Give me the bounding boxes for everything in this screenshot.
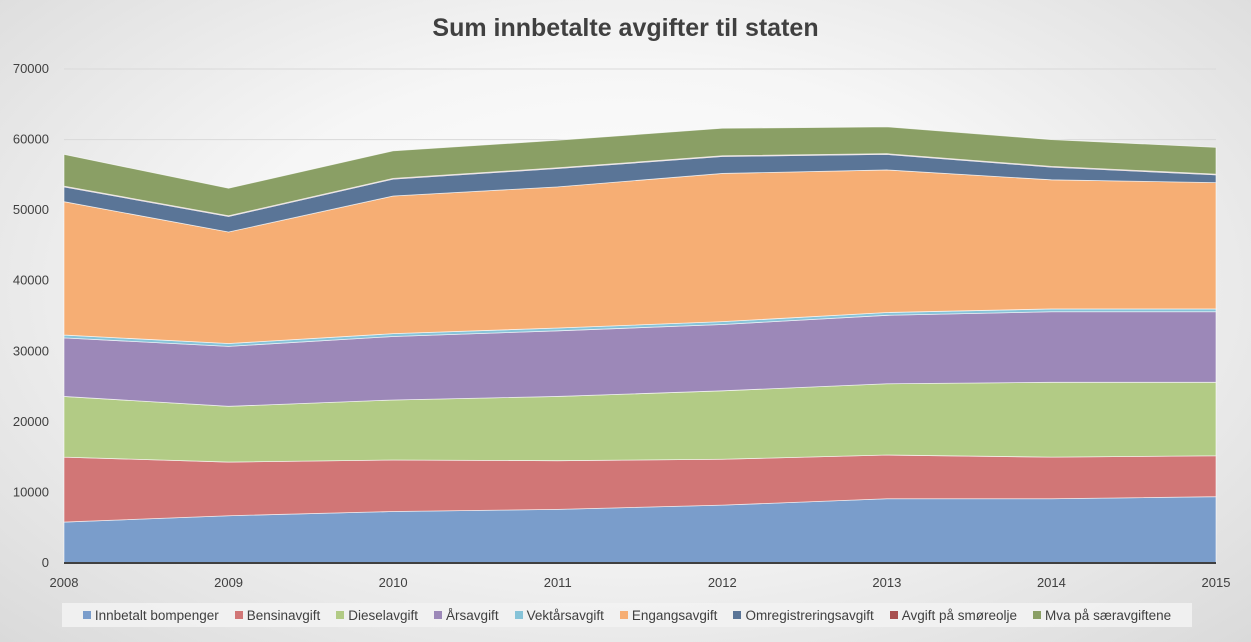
- legend-label: Avgift på smøreolje: [901, 607, 1018, 623]
- y-tick-label: 0: [42, 555, 49, 570]
- legend-swatch: [514, 611, 523, 619]
- y-tick-label: 60000: [13, 132, 49, 147]
- chart-legend: Innbetalt bompenger Bensinavgift Dieselavg…: [62, 603, 1192, 627]
- y-tick-label: 70000: [13, 61, 49, 76]
- x-tick-label: 2010: [379, 575, 408, 590]
- legend-item: Årsavgift: [434, 608, 499, 623]
- legend-item: Vektårsavgift: [514, 607, 604, 623]
- legend-label: Omregistreringsavgift: [745, 607, 874, 623]
- legend-swatch: [336, 611, 345, 619]
- legend-label: Vektårsavgift: [526, 607, 604, 623]
- legend-swatch: [234, 611, 243, 619]
- x-tick-label: 2012: [708, 575, 737, 590]
- legend-swatch: [1033, 611, 1042, 619]
- chart-title: Sum innbetalte avgifter til staten: [432, 14, 819, 42]
- legend-item: Mva på særavgiftene: [1033, 608, 1171, 623]
- legend-item: Avgift på smøreolje: [889, 607, 1018, 623]
- legend-item: Dieselavgift: [336, 608, 418, 623]
- area-series-8: [63, 126, 1217, 217]
- legend-label: Mva på særavgiftene: [1045, 607, 1172, 623]
- x-tick-label: 2009: [214, 575, 243, 590]
- legend-item: Engangsavgift: [619, 607, 718, 623]
- legend-swatch: [733, 611, 742, 619]
- legend-label: Årsavgift: [446, 607, 499, 623]
- y-tick-label: 30000: [13, 343, 49, 358]
- legend-item: Bensinavgift: [234, 607, 321, 623]
- y-tick-label: 10000: [13, 484, 49, 499]
- x-tick-label: 2014: [1037, 575, 1066, 590]
- legend-swatch: [889, 611, 898, 619]
- legend-label: Innbetalt bompenger: [94, 607, 219, 623]
- legend-label: Dieselavgift: [348, 607, 419, 623]
- legend-swatch: [434, 611, 443, 619]
- x-tick-label: 2008: [50, 575, 79, 590]
- y-tick-label: 40000: [13, 273, 49, 288]
- legend-item: Innbetalt bompenger: [82, 607, 219, 623]
- legend-label: Engangsavgift: [631, 607, 718, 623]
- chart-plot-area: 0 10000 20000 30000 40000 50000 60000 70000 2008…: [13, 61, 1231, 590]
- legend-label: Bensinavgift: [246, 607, 321, 623]
- legend-swatch: [619, 611, 628, 619]
- legend-item: Omregistreringsavgift: [733, 607, 874, 623]
- y-tick-label: 20000: [13, 414, 49, 429]
- x-tick-label: 2011: [544, 575, 572, 590]
- legend-swatch: [82, 611, 91, 619]
- x-tick-label: 2013: [872, 575, 901, 590]
- y-tick-label: 50000: [13, 202, 49, 217]
- x-tick-label: 2015: [1202, 575, 1231, 590]
